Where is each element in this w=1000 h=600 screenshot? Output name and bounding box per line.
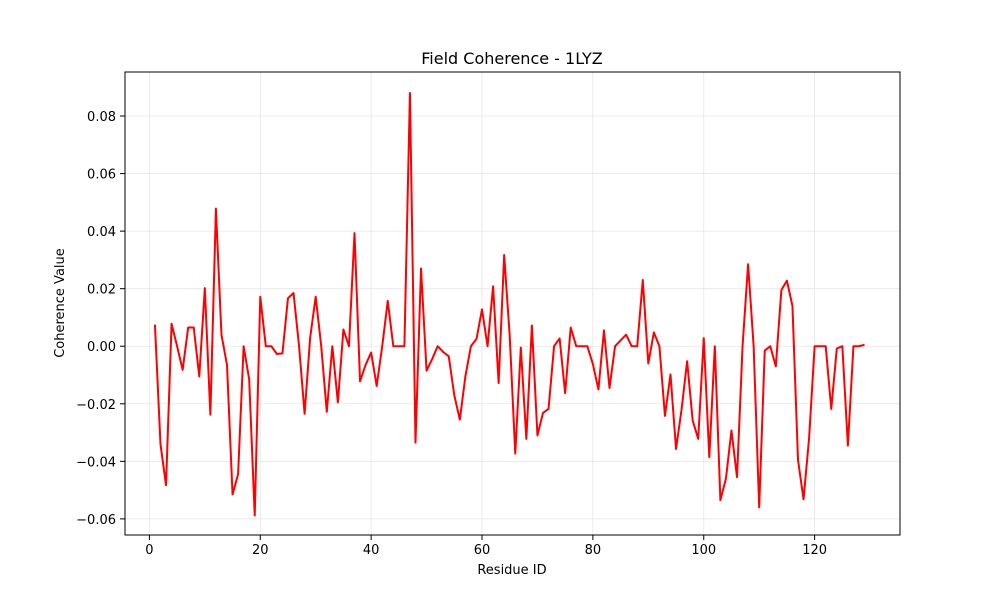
- y-tick-label: 0.02: [87, 283, 116, 298]
- y-tick-label: 0.06: [87, 168, 116, 183]
- data-line-group: [153, 92, 865, 517]
- y-axis: −0.06 −0.04 −0.02 0.00 0.02 0.04 0.06 0.08: [76, 110, 125, 528]
- y-tick-label: 0.00: [87, 340, 116, 355]
- x-axis-title: Residue ID: [477, 563, 546, 578]
- x-axis: 0 20 40 60 80 100 120: [145, 535, 827, 558]
- x-tick-label: 0: [145, 543, 153, 558]
- x-tick-label: 100: [691, 543, 716, 558]
- y-tick-label: −0.02: [76, 398, 116, 413]
- y-tick-label: −0.06: [76, 513, 116, 528]
- plot-frame: [124, 71, 901, 536]
- grid: [125, 72, 900, 535]
- x-tick-label: 80: [585, 543, 602, 558]
- chart-title: Field Coherence - 1LYZ: [421, 49, 603, 68]
- x-tick-label: 20: [252, 543, 269, 558]
- y-tick-label: 0.08: [87, 110, 116, 125]
- x-tick-label: 40: [363, 543, 380, 558]
- y-axis-title: Coherence Value: [53, 248, 68, 358]
- coherence-line: [153, 92, 865, 517]
- y-tick-label: 0.04: [87, 225, 116, 240]
- x-tick-label: 60: [474, 543, 491, 558]
- x-tick-label: 120: [802, 543, 827, 558]
- y-tick-label: −0.04: [76, 455, 116, 470]
